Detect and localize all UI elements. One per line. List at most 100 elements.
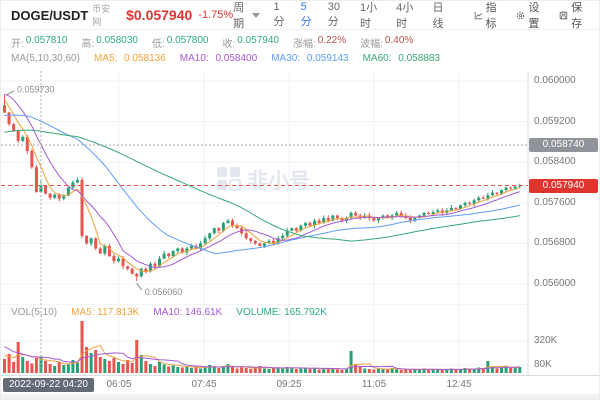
- volume-bar: [349, 351, 353, 373]
- ma10-label: MA10:: [179, 53, 209, 64]
- candle-body: [212, 228, 216, 234]
- candle-body: [431, 211, 435, 214]
- candle-body: [53, 194, 57, 198]
- candle-body: [376, 218, 380, 221]
- volume-bar: [472, 368, 476, 373]
- candle-body: [454, 207, 458, 209]
- candle-body: [135, 273, 139, 277]
- indicator-button[interactable]: 指标: [474, 1, 504, 31]
- volume-bar: [217, 368, 221, 373]
- candle-body: [495, 192, 499, 194]
- volume-bar: [158, 362, 162, 373]
- vol-title: VOL(5,10): [11, 307, 58, 318]
- settings-button[interactable]: 设置: [516, 1, 546, 31]
- candle-body: [472, 200, 476, 204]
- volume-bar: [440, 370, 444, 373]
- interval-30m[interactable]: 30分: [327, 1, 340, 28]
- save-label: 保存: [571, 2, 583, 30]
- price-axis-label: 0.059200: [534, 115, 576, 127]
- candle-body: [139, 268, 143, 277]
- horizontal-scrollbar-track[interactable]: [1, 394, 599, 399]
- candle-body: [299, 225, 303, 231]
- high-value: 0.058030: [96, 35, 138, 46]
- candle-body: [436, 210, 440, 212]
- volume-bar: [354, 364, 358, 373]
- volume-bar: [363, 368, 367, 373]
- volume-bar: [308, 369, 312, 373]
- high-marker-pointer: [6, 90, 15, 96]
- period-dropdown[interactable]: 周期: [233, 1, 261, 31]
- candle-body: [272, 240, 276, 244]
- candle-body: [335, 215, 339, 219]
- volume-bar: [221, 366, 225, 373]
- volume-bar: [44, 361, 48, 373]
- volume-bar: [121, 364, 125, 373]
- volume-bar: [167, 366, 171, 373]
- volume-bar: [399, 370, 403, 373]
- candle-body: [80, 179, 84, 236]
- time-axis-label: 12:45: [446, 379, 472, 390]
- header-bar: DOGE/USDT 币安网 $0.057940 -1.75% 周期 1分 5分 …: [1, 1, 599, 30]
- volume-bar: [459, 369, 462, 373]
- svg-text:非小号: 非小号: [247, 170, 310, 193]
- interval-1m[interactable]: 1分: [273, 1, 285, 28]
- volume-bar: [285, 367, 289, 373]
- volume-bar: [235, 368, 239, 373]
- volume-bar: [107, 361, 111, 373]
- open-value: 0.057810: [25, 35, 68, 46]
- volume-bar: [75, 362, 79, 373]
- volume-bar: [449, 368, 453, 373]
- save-button[interactable]: 保存: [559, 1, 589, 31]
- volume-bar: [335, 369, 339, 373]
- interval-5m[interactable]: 5分: [300, 1, 312, 28]
- volume-bar: [212, 367, 216, 373]
- volume-bar: [281, 368, 285, 373]
- save-icon: [559, 11, 568, 19]
- indicator-icon: [474, 11, 482, 19]
- volume-bar: [386, 369, 390, 373]
- volume-bar: [431, 369, 435, 373]
- volume-bar: [62, 365, 66, 373]
- volume-bar: [504, 366, 508, 373]
- candle-body: [468, 202, 472, 204]
- interval-1d[interactable]: 日线: [432, 2, 444, 30]
- volume-bar: [144, 361, 148, 373]
- volume-bar: [408, 370, 412, 373]
- volume-bar: [171, 365, 175, 373]
- volume-bar: [445, 369, 449, 373]
- candle-body: [399, 212, 403, 216]
- volume-axis-label: 320K: [534, 335, 558, 346]
- candle-body: [85, 235, 89, 244]
- low-marker-label: 0.056060: [145, 287, 183, 297]
- volume-info-row: VOL(5,10) MA5: 117.813K MA10: 146.61K VO…: [11, 307, 327, 318]
- volume-bar: [340, 370, 344, 373]
- candle-body: [285, 230, 289, 236]
- interval-1h[interactable]: 1小时: [359, 2, 378, 30]
- volume-bar: [94, 350, 98, 373]
- candle-body: [509, 187, 513, 189]
- candle-body: [440, 210, 444, 213]
- candle-body: [171, 251, 175, 257]
- period-label: 周期: [233, 2, 245, 30]
- candle-body: [345, 218, 348, 221]
- candle-body: [244, 233, 248, 239]
- interval-4h[interactable]: 4小时: [396, 2, 414, 30]
- time-axis-label: 11:05: [361, 379, 387, 390]
- candle-body: [16, 130, 20, 141]
- candle-body: [34, 167, 38, 193]
- volume-bar: [244, 368, 248, 373]
- volume-bar: [112, 358, 116, 373]
- volume-bar: [468, 369, 472, 373]
- volume-bar: [267, 369, 271, 373]
- candle-body: [340, 218, 344, 221]
- candle-body: [308, 223, 312, 226]
- candle-body: [459, 205, 462, 209]
- candle-body: [363, 215, 367, 219]
- candle-body: [463, 202, 467, 206]
- volume-bar: [85, 347, 89, 373]
- ma5-value: 0.058136: [124, 53, 166, 64]
- volume-bar: [21, 357, 25, 373]
- candle-body: [226, 220, 230, 224]
- candle-body: [449, 207, 453, 211]
